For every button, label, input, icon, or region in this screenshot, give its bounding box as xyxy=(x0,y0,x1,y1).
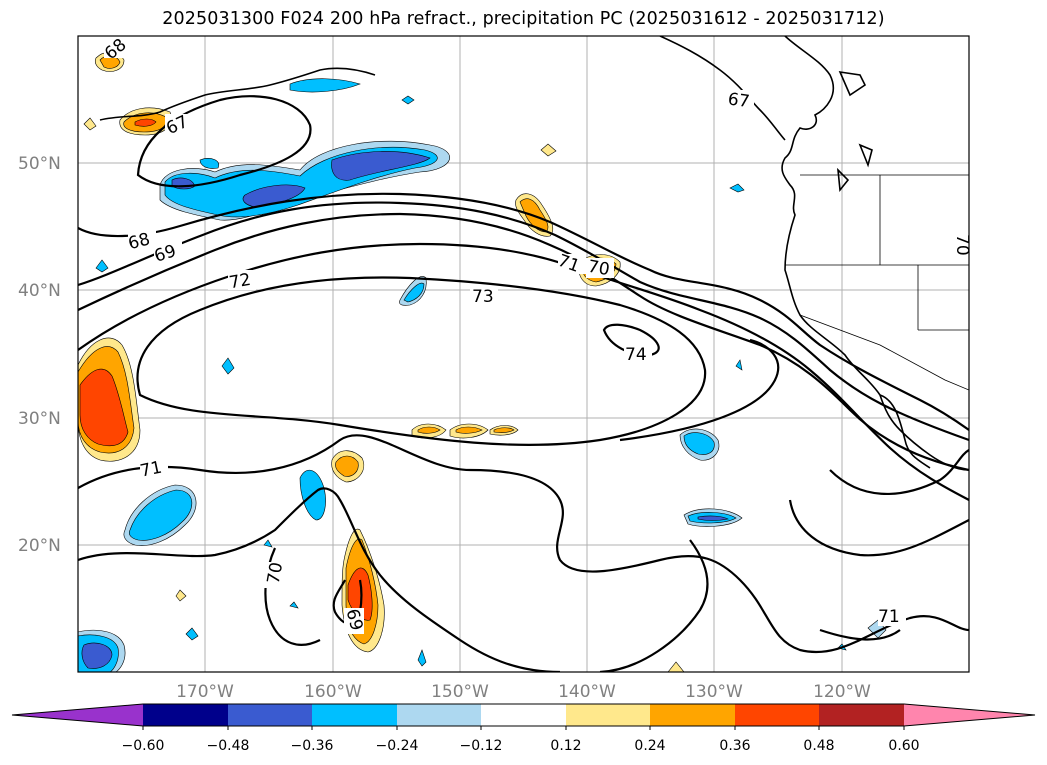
lat-label: 50°N xyxy=(18,154,61,174)
contour-label: 67 xyxy=(727,89,751,112)
colorbar-tick: −0.60 xyxy=(122,738,165,754)
plot-area xyxy=(78,36,969,672)
longitude-labels: 170°W 160°W 150°W 140°W 130°W 120°W xyxy=(176,682,871,702)
colorbar-tick: 0.48 xyxy=(803,738,834,754)
contour-label-bg xyxy=(104,38,969,634)
lon-label: 130°W xyxy=(685,682,743,702)
contour-label: 70 xyxy=(264,561,287,586)
colorbar-segment xyxy=(12,704,143,726)
contour-label: 73 xyxy=(472,287,494,307)
lon-label: 150°W xyxy=(431,682,489,702)
colorbar-segment xyxy=(312,704,397,726)
colorbar xyxy=(11,703,1036,730)
colorbar-tick: −0.36 xyxy=(291,738,334,754)
contour-label: 72 xyxy=(228,270,253,293)
colorbar-segment xyxy=(143,704,228,726)
lat-label: 30°N xyxy=(18,409,61,429)
lat-label: 40°N xyxy=(18,281,61,301)
lon-label: 120°W xyxy=(813,682,871,702)
lon-label: 170°W xyxy=(176,682,234,702)
colorbar-ticks: −0.60 −0.48 −0.36 −0.24 −0.12 0.12 0.24 … xyxy=(122,738,920,754)
borders xyxy=(785,174,969,391)
colorbar-segment xyxy=(397,704,481,726)
colorbar-segment xyxy=(819,704,904,726)
contour-label: 70 xyxy=(586,257,611,280)
colorbar-segment xyxy=(228,704,312,726)
colorbar-segment xyxy=(566,704,650,726)
colorbar-segment xyxy=(650,704,735,726)
refractivity-contours xyxy=(78,95,969,672)
colorbar-tick: 0.24 xyxy=(634,738,665,754)
contour-label: 70 xyxy=(952,234,972,256)
gridlines xyxy=(78,36,969,672)
lon-label: 160°W xyxy=(304,682,362,702)
latitude-labels: 50°N 40°N 30°N 20°N xyxy=(18,154,61,556)
colorbar-tick: −0.48 xyxy=(207,738,250,754)
lon-label: 140°W xyxy=(558,682,616,702)
contour-label: 71 xyxy=(138,458,163,482)
map-title: 2025031300 F024 200 hPa refract., precip… xyxy=(162,9,885,29)
plot-frame xyxy=(77,35,970,673)
contour-label: 74 xyxy=(625,345,647,365)
colorbar-tick: 0.60 xyxy=(888,738,919,754)
colorbar-tick: −0.24 xyxy=(376,738,419,754)
colorbar-segment xyxy=(904,704,1035,726)
colorbar-segment xyxy=(735,704,819,726)
colorbar-tick: −0.12 xyxy=(460,738,503,754)
colorbar-segment xyxy=(481,704,566,726)
contour-label: 71 xyxy=(878,607,900,627)
lat-label: 20°N xyxy=(18,536,61,556)
colorbar-tick: 0.12 xyxy=(550,738,581,754)
colorbar-tick: 0.36 xyxy=(719,738,750,754)
